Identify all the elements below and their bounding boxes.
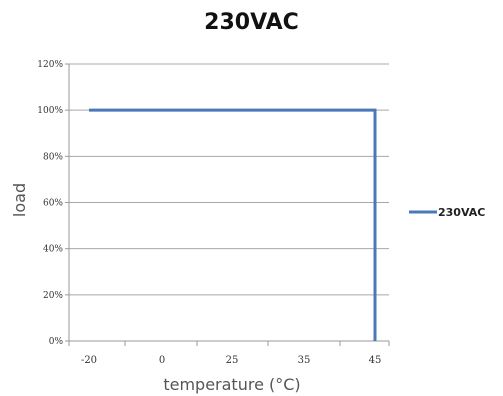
y-tick-labels: 0% 20% 40% 60% 80% 100% 120% <box>37 60 63 347</box>
x-tick-labels: -20 0 25 35 45 <box>81 355 381 366</box>
series-layer <box>89 108 377 341</box>
y-axis-label: load <box>10 183 29 217</box>
y-tick-label: 120% <box>37 60 63 70</box>
legend: 230VAC <box>409 206 485 219</box>
x-tick-label: 45 <box>369 355 382 366</box>
gridlines <box>65 63 390 346</box>
y-tick-label: 20% <box>43 291 63 301</box>
chart-title: 230VAC <box>204 10 299 35</box>
x-tick-label: 0 <box>159 355 165 366</box>
x-tick-label: -20 <box>81 355 97 366</box>
x-tick-label: 35 <box>298 355 311 366</box>
y-tick-label: 40% <box>43 245 63 255</box>
legend-label-230vac: 230VAC <box>438 206 485 219</box>
y-tick-label: 100% <box>37 106 63 116</box>
y-tick-label: 60% <box>43 199 63 209</box>
x-tick-label: 25 <box>226 355 239 366</box>
y-tick-label: 80% <box>43 152 63 162</box>
y-tick-label: 0% <box>49 337 64 347</box>
x-axis-label: temperature (°C) <box>163 375 300 394</box>
series-line-0 <box>89 108 377 341</box>
